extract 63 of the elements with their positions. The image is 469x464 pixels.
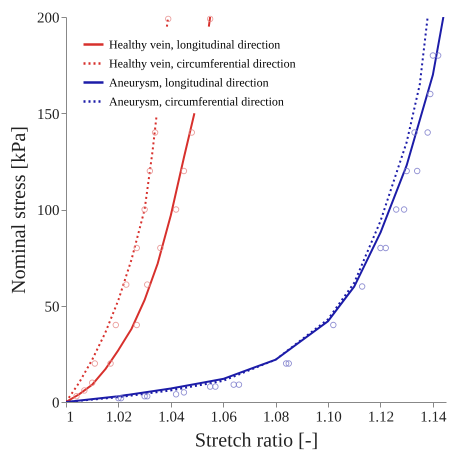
point (123, 281, 130, 288)
point (141, 393, 148, 400)
x-tick-label: 1.08 (263, 410, 290, 426)
point (434, 52, 442, 59)
point (134, 244, 140, 252)
point (382, 244, 389, 252)
point (377, 244, 384, 252)
point (427, 90, 434, 98)
legend-label: Aneurysm, longitudinal direction (109, 76, 269, 90)
y-tick-label: 200 (37, 10, 60, 26)
point (73, 393, 80, 400)
point (414, 168, 420, 174)
point (115, 394, 122, 402)
point (400, 206, 408, 213)
point (134, 322, 140, 328)
x-tick-label: 1.12 (368, 410, 394, 426)
legend-label: Aneurysm, circumferential direction (109, 94, 284, 108)
point (144, 281, 150, 288)
point (393, 206, 400, 213)
y-axis-title: Nominal stress [kPa] (8, 126, 30, 294)
x-tick-label: 1.10 (315, 410, 342, 426)
point (107, 360, 114, 367)
point (172, 391, 180, 398)
point (282, 360, 290, 367)
point (157, 244, 164, 252)
x-tick-label: 1.06 (210, 410, 238, 426)
x-tick-label: 1.14 (420, 410, 448, 426)
y-tick-label: 100 (37, 203, 60, 219)
point (404, 168, 410, 174)
point (236, 381, 242, 388)
point (92, 360, 98, 367)
point (358, 283, 366, 290)
point (230, 381, 237, 388)
point (206, 16, 214, 22)
y-tick-label: 150 (37, 106, 60, 123)
point (118, 394, 124, 402)
legend-label: Healthy vein, circumferential direction (109, 56, 296, 70)
point (330, 322, 336, 328)
point (172, 206, 180, 213)
point (165, 16, 172, 22)
x-tick-label: 1 (66, 410, 74, 426)
legend-label: Healthy vein, longitudinal direction (109, 38, 280, 52)
point (89, 380, 96, 386)
point (81, 387, 88, 394)
point (112, 322, 119, 328)
point (206, 383, 214, 390)
point (180, 389, 188, 396)
point (286, 360, 292, 367)
x-tick-label: 1.02 (106, 410, 132, 426)
y-tick-label: 50 (44, 299, 60, 316)
point (188, 129, 195, 136)
y-tick-label: 0 (52, 396, 60, 412)
x-tick-label: 1.04 (158, 410, 185, 426)
point (430, 52, 436, 59)
point (141, 206, 148, 213)
point (144, 393, 150, 400)
point (424, 129, 431, 136)
point (152, 129, 158, 136)
point (146, 168, 154, 174)
x-axis-title: Stretch ratio [-] (194, 430, 318, 452)
point (180, 168, 188, 174)
point (411, 129, 418, 136)
point (212, 383, 219, 390)
